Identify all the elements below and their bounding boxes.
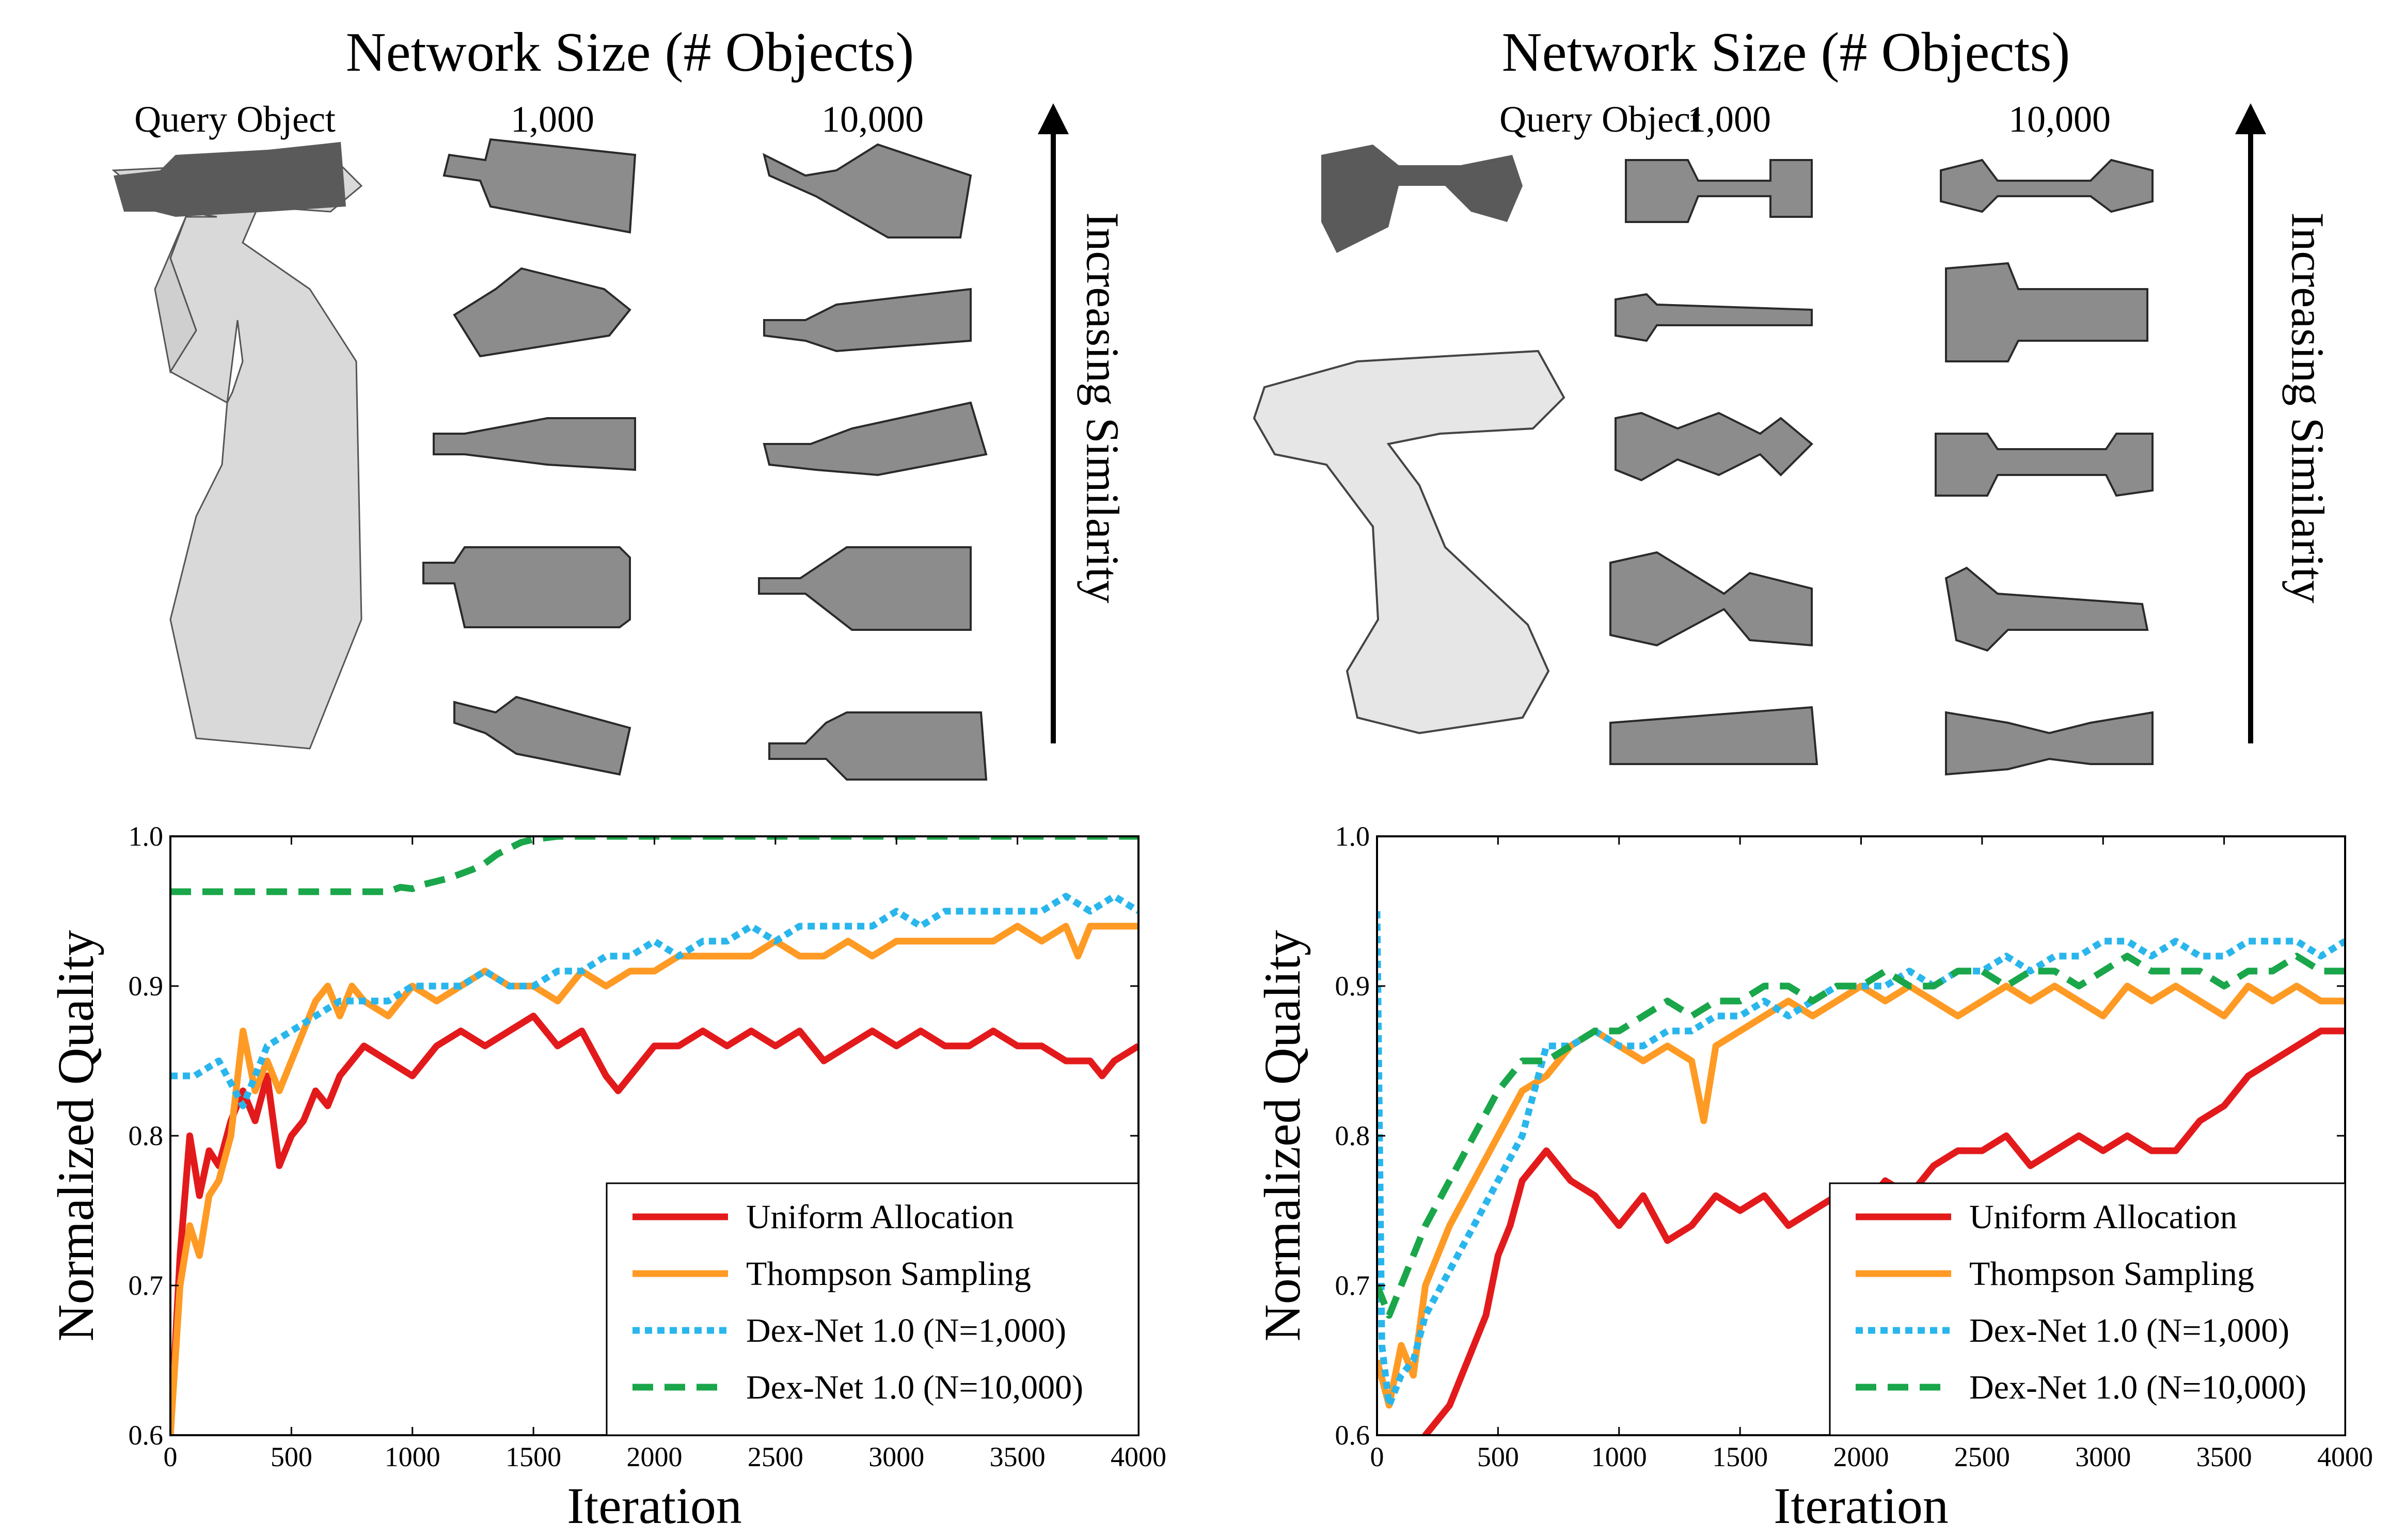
column-10000-label: 10,000: [2008, 99, 2111, 140]
x-tick-label: 1000: [385, 1441, 440, 1472]
x-tick-label: 1500: [1712, 1441, 1768, 1472]
y-tick-label: 0.9: [1335, 971, 1370, 1002]
x-tick-label: 1500: [505, 1441, 561, 1472]
legend-label-1: Thompson Sampling: [746, 1255, 1031, 1293]
y-tick-label: 0.7: [1335, 1270, 1370, 1301]
network-size-title: Network Size (# Objects): [345, 22, 914, 83]
bottle-1000-2-image: [453, 267, 631, 358]
x-tick-label: 500: [271, 1441, 312, 1472]
legend-label-3: Dex-Net 1.0 (N=10,000): [1969, 1369, 2306, 1406]
right-panel: Network Size (# Objects) Query Object 1,…: [1202, 0, 2405, 1540]
query-spray-bottle-small-image: [114, 142, 346, 217]
tool-10000-1-image: [1940, 158, 2154, 213]
y-tick-label: 1.0: [1335, 821, 1370, 852]
tool-1000-5-image: [1609, 706, 1818, 765]
tool-1000-2-image: [1615, 293, 1813, 342]
column-1000-label: 1,000: [1687, 99, 1771, 140]
legend-box: [606, 1182, 1140, 1436]
query-spray-bottle-image: [112, 159, 363, 750]
y-tick-label: 1.0: [129, 821, 164, 852]
bottle-1000-4-image: [422, 546, 631, 628]
y-tick-label: 0.6: [1335, 1420, 1370, 1451]
x-tick-label: 0: [1370, 1441, 1384, 1472]
right-quality-chart: 0 500 1000 1500 2000 2500 3000 3500 4000 0.6 0.7 0.…: [1254, 821, 2373, 1534]
legend-label-2: Dex-Net 1.0 (N=1,000): [746, 1312, 1066, 1350]
x-tick-label: 3000: [868, 1441, 924, 1472]
query-object-label: Query Object: [134, 99, 336, 140]
series-line-1: [170, 923, 1138, 1435]
legend-label-3: Dex-Net 1.0 (N=10,000): [746, 1369, 1083, 1406]
left-panel: Network Size (# Objects) Query Object 1,…: [0, 0, 1202, 1540]
series-line-1: [1377, 982, 2345, 1409]
bottle-1000-1-image: [442, 138, 637, 234]
y-tick-label: 0.6: [129, 1420, 164, 1451]
query-object-label: Query Object: [1499, 99, 1701, 140]
y-tick-label: 0.9: [129, 971, 164, 1002]
legend-label-0: Uniform Allocation: [1969, 1198, 2237, 1236]
tool-1000-3-image: [1615, 411, 1813, 482]
y-axis-label: Normalized Quality: [47, 930, 104, 1342]
query-tool-wireframe-image: [1253, 350, 1565, 735]
legend-box: [1829, 1182, 2346, 1436]
similarity-arrow-icon: [1038, 103, 1069, 743]
y-tick-label: 0.8: [1335, 1120, 1370, 1151]
x-tick-label: 3500: [990, 1441, 1046, 1472]
legend: Uniform Allocation Thompson Sampling Dex-N…: [606, 1182, 1140, 1436]
bottle-10000-2-image: [763, 288, 972, 353]
series-line-2: [1377, 911, 2345, 1409]
bottle-10000-5-image: [768, 711, 988, 781]
legend-label-1: Thompson Sampling: [1969, 1255, 2254, 1293]
bottle-10000-1-image: [763, 143, 972, 239]
x-tick-label: 2000: [627, 1441, 683, 1472]
bottle-1000-5-image: [453, 695, 631, 776]
tool-1000-4-image: [1609, 551, 1813, 647]
x-tick-label: 4000: [2317, 1441, 2373, 1472]
x-tick-label: 2500: [748, 1441, 803, 1472]
left-quality-chart: 0 500 1000 1500 2000 2500 3000 3500 4000 0.6 0.7 0.…: [47, 821, 1166, 1534]
y-tick-label: 0.7: [129, 1270, 164, 1301]
x-tick-label: 3500: [2196, 1441, 2252, 1472]
x-tick-label: 2500: [1954, 1441, 2010, 1472]
x-tick-label: 4000: [1111, 1441, 1166, 1472]
x-axis-label: Iteration: [1774, 1477, 1949, 1534]
bottle-10000-4-image: [758, 546, 972, 631]
bottle-1000-3-image: [433, 417, 636, 471]
series-line-0: [170, 1012, 1138, 1435]
query-tool-small-image: [1321, 145, 1523, 253]
series-line-0: [1377, 1027, 2345, 1435]
x-tick-label: 3000: [2075, 1441, 2131, 1472]
tool-10000-5-image: [1945, 711, 2154, 776]
tool-10000-3-image: [1935, 433, 2154, 497]
x-tick-label: 1000: [1591, 1441, 1647, 1472]
bottle-10000-3-image: [763, 401, 988, 477]
x-tick-label: 500: [1477, 1441, 1519, 1472]
legend-label-2: Dex-Net 1.0 (N=1,000): [1969, 1312, 2289, 1350]
y-axis-label: Normalized Quality: [1254, 930, 1311, 1342]
x-tick-label: 0: [164, 1441, 178, 1472]
increasing-similarity-label: Increasing Similarity: [2282, 212, 2333, 604]
series-lines: [170, 836, 1138, 1435]
tool-10000-4-image: [1944, 566, 2149, 652]
column-1000-label: 1,000: [511, 99, 594, 140]
y-tick-label: 0.8: [129, 1120, 164, 1151]
network-size-title: Network Size (# Objects): [1501, 22, 2070, 83]
tool-10000-2-image: [1945, 262, 2148, 362]
object-thumbnails: [1253, 145, 2154, 776]
column-10000-label: 10,000: [821, 99, 924, 140]
x-axis-label: Iteration: [567, 1477, 742, 1534]
series-line-3: [170, 836, 1138, 895]
increasing-similarity-label: Increasing Similarity: [1077, 212, 1128, 604]
x-tick-label: 2000: [1833, 1441, 1889, 1472]
series-line-3: [1377, 952, 2345, 1319]
series-lines: [1377, 911, 2345, 1435]
legend-label-0: Uniform Allocation: [746, 1198, 1014, 1236]
similarity-arrow-icon: [2235, 103, 2266, 743]
object-thumbnails: [112, 138, 988, 781]
tool-1000-1-image: [1625, 159, 1813, 223]
legend: Uniform Allocation Thompson Sampling Dex-N…: [1829, 1182, 2346, 1436]
